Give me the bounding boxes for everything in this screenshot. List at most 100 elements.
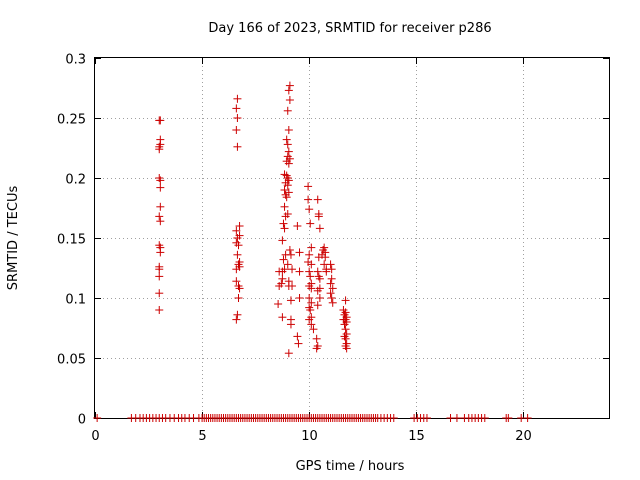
data-point bbox=[275, 282, 284, 290]
data-point bbox=[283, 140, 292, 149]
data-point bbox=[304, 195, 313, 204]
data-point bbox=[307, 243, 316, 252]
data-point bbox=[235, 284, 244, 293]
data-point bbox=[422, 414, 431, 422]
data-point bbox=[232, 126, 241, 134]
data-point bbox=[305, 294, 314, 302]
data-point bbox=[156, 202, 165, 211]
data-point bbox=[295, 267, 304, 276]
data-point bbox=[307, 284, 316, 293]
data-point bbox=[278, 236, 287, 245]
y-tick-label: 0.2 bbox=[65, 173, 86, 188]
data-point bbox=[282, 193, 291, 202]
y-tick-label: 0 bbox=[78, 413, 86, 428]
data-point bbox=[155, 306, 164, 314]
data-point bbox=[233, 94, 242, 103]
data-point bbox=[235, 262, 244, 271]
data-point bbox=[315, 274, 324, 283]
data-point bbox=[284, 147, 293, 156]
data-point bbox=[294, 339, 303, 348]
data-point bbox=[328, 298, 337, 307]
data-point bbox=[283, 181, 292, 190]
data-point bbox=[523, 414, 532, 422]
y-tick-label: 0.15 bbox=[57, 233, 86, 248]
data-point bbox=[93, 414, 102, 422]
data-point bbox=[307, 298, 316, 307]
data-point bbox=[293, 222, 302, 230]
data-point bbox=[280, 186, 289, 194]
data-point bbox=[232, 315, 241, 324]
grid bbox=[95, 58, 609, 418]
data-point bbox=[327, 274, 336, 283]
data-point bbox=[312, 344, 321, 353]
data-point bbox=[234, 241, 243, 250]
data-point bbox=[233, 250, 242, 259]
x-tick-label: 0 bbox=[91, 429, 99, 444]
data-point bbox=[235, 222, 244, 230]
data-point bbox=[504, 414, 513, 422]
data-point bbox=[285, 81, 294, 90]
data-point bbox=[283, 106, 292, 115]
data-point bbox=[280, 170, 289, 179]
data-point bbox=[322, 267, 331, 276]
y-tick-label: 0.05 bbox=[57, 353, 86, 368]
data-point bbox=[321, 253, 330, 262]
data-point bbox=[155, 265, 164, 274]
data-point bbox=[156, 176, 165, 185]
data-point bbox=[340, 320, 349, 329]
data-point bbox=[285, 246, 294, 254]
data-point bbox=[452, 414, 461, 422]
ticks: 0 5 10 15 20 0 0.05 0.1 0.15 0.2 0.25 0.3 bbox=[57, 53, 609, 444]
data-point bbox=[278, 274, 287, 283]
data-point bbox=[305, 267, 314, 276]
data-point bbox=[235, 231, 244, 240]
data-point bbox=[326, 289, 335, 298]
data-point bbox=[279, 219, 288, 228]
data-point bbox=[286, 320, 295, 329]
data-point bbox=[313, 195, 322, 204]
data-point bbox=[312, 334, 321, 343]
data-point bbox=[232, 104, 241, 113]
data-point bbox=[275, 267, 284, 276]
data-point bbox=[295, 294, 304, 302]
y-tick-label: 0.1 bbox=[65, 293, 86, 308]
x-tick-label: 5 bbox=[198, 429, 206, 444]
data-point bbox=[233, 142, 242, 151]
data-point bbox=[283, 210, 292, 218]
data-point bbox=[155, 289, 164, 298]
data-point bbox=[156, 140, 165, 149]
chart-title: Day 166 of 2023, SRMTID for receiver p28… bbox=[208, 21, 491, 36]
data-point bbox=[304, 182, 313, 191]
data-point bbox=[156, 248, 165, 257]
x-tick-label: 20 bbox=[515, 429, 532, 444]
data-point bbox=[306, 219, 315, 228]
data-point bbox=[480, 414, 489, 422]
data-point bbox=[156, 116, 165, 125]
data-point bbox=[156, 183, 165, 192]
data-point bbox=[341, 325, 350, 334]
data-point bbox=[305, 205, 314, 214]
x-tick-label: 15 bbox=[408, 429, 425, 444]
data-point bbox=[342, 344, 351, 353]
data-point bbox=[234, 294, 243, 302]
data-point bbox=[309, 325, 318, 334]
x-tick-label: 10 bbox=[301, 429, 318, 444]
data-point bbox=[306, 306, 315, 314]
data-point bbox=[156, 217, 165, 226]
data-point bbox=[315, 224, 324, 233]
data-point bbox=[233, 114, 242, 122]
data-point bbox=[284, 159, 293, 168]
data-point bbox=[328, 284, 337, 293]
data-point bbox=[155, 145, 164, 154]
data-point bbox=[286, 296, 295, 305]
data-point bbox=[326, 279, 335, 288]
data-point bbox=[314, 212, 323, 221]
y-tick-label: 0.3 bbox=[65, 53, 86, 68]
data-point bbox=[293, 332, 302, 341]
data-point bbox=[307, 320, 316, 329]
data-point bbox=[313, 286, 322, 295]
y-tick-label: 0.25 bbox=[57, 113, 86, 128]
data-point bbox=[278, 313, 287, 322]
data-point bbox=[306, 272, 315, 281]
